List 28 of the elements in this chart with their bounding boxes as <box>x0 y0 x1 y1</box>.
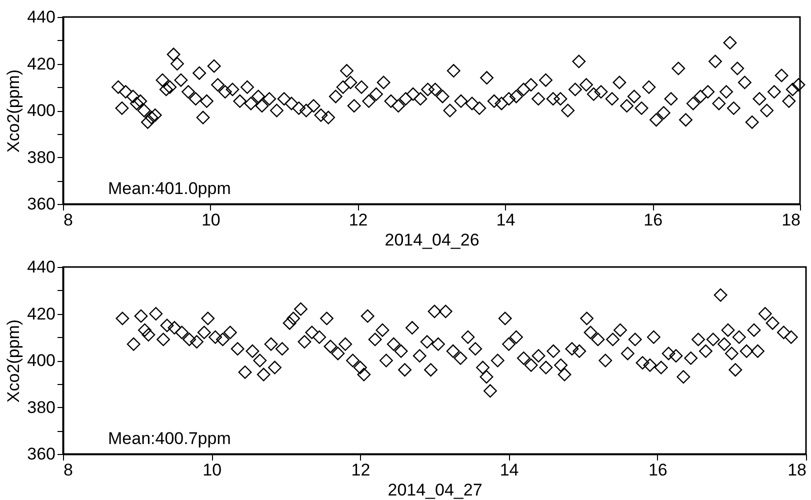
y-tick-label: 420 <box>27 304 56 324</box>
y-axis-title: Xco2(ppm) <box>4 319 24 403</box>
x-tick-label: 16 <box>644 210 663 230</box>
y-axis-title: Xco2(ppm) <box>4 69 24 153</box>
annotation: Mean:400.7ppm <box>108 429 231 448</box>
x-axis-title: 2014_04_27 <box>388 480 482 500</box>
x-tick-label: 10 <box>201 210 220 230</box>
y-tick-label: 380 <box>27 148 56 167</box>
y-tick-label: 440 <box>27 8 56 26</box>
x-tick-label: 12 <box>348 210 368 230</box>
y-tick-label: 420 <box>27 54 56 74</box>
y-tick-label: 360 <box>27 194 56 214</box>
x-tick-label: 18 <box>782 210 800 230</box>
x-axis-title: 2014_04_26 <box>384 230 480 250</box>
x-tick-label: 16 <box>648 460 668 480</box>
x-tick-label: 14 <box>496 210 516 230</box>
x-tick-label: 18 <box>788 460 806 480</box>
annotation: Mean:401.0ppm <box>108 179 231 198</box>
y-tick-label: 400 <box>27 351 56 370</box>
y-tick-label: 400 <box>27 101 56 120</box>
x-tick-label: 10 <box>202 460 222 480</box>
y-tick-label: 360 <box>27 444 56 464</box>
y-tick-label: 440 <box>27 258 56 276</box>
x-tick-label: 8 <box>64 460 73 480</box>
x-tick-label: 12 <box>351 460 370 480</box>
y-tick-label: 380 <box>27 398 56 417</box>
x-tick-label: 8 <box>64 210 73 230</box>
x-tick-label: 14 <box>500 460 519 480</box>
